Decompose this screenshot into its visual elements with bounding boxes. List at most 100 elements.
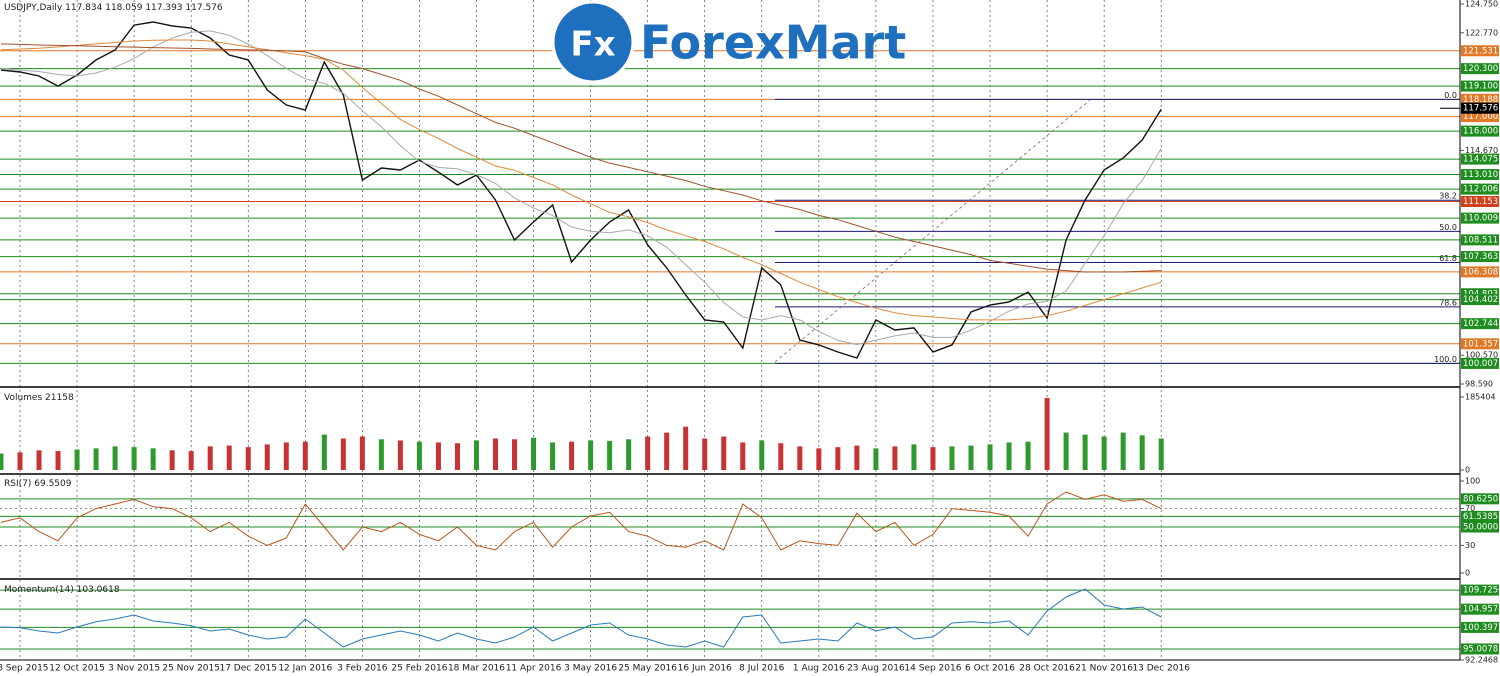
level-box — [1461, 510, 1499, 522]
logo: Fx ForexMart — [551, 0, 906, 84]
level-box — [1461, 294, 1499, 306]
volume-bar — [930, 447, 936, 470]
y-tick-label: 100 — [1465, 477, 1480, 486]
level-box — [1461, 357, 1499, 369]
level-label: 104.402 — [1463, 295, 1498, 305]
level-box — [1461, 169, 1499, 181]
volume-bar — [1063, 432, 1069, 470]
volume-bar — [512, 439, 518, 470]
volume-bar — [854, 445, 860, 470]
y-tick-label: 122.770 — [1465, 28, 1498, 37]
volume-bar — [550, 442, 556, 470]
level-label: 120.300 — [1463, 64, 1498, 74]
level-box — [1461, 584, 1499, 596]
x-tick-label: 6 Oct 2016 — [965, 664, 1015, 674]
volume-bar — [93, 448, 99, 470]
volume-bar — [892, 446, 898, 470]
level-label: 107.363 — [1463, 252, 1498, 262]
level-label: 114.075 — [1463, 155, 1498, 165]
series-line — [0, 21, 1162, 359]
volume-bar — [645, 436, 651, 470]
level-label: 109.7250 — [1463, 586, 1500, 596]
label: RSI(7) — [4, 479, 31, 489]
x-tick-label: 28 Oct 2016 — [1019, 664, 1075, 674]
y-tick-label: 100.570 — [1465, 351, 1498, 360]
logo-mark: Fx — [570, 25, 615, 65]
volume-bar — [835, 447, 841, 470]
grid — [0, 0, 1460, 660]
level-label: 100.3972 — [1463, 623, 1500, 633]
price-header: USDJPY,Daily 117.834 118.059 117.393 117… — [4, 3, 223, 13]
volume-bar — [397, 440, 403, 470]
volume-bar — [36, 450, 42, 470]
volume-bar — [1044, 397, 1050, 470]
level-label: 106.308 — [1463, 267, 1498, 277]
volume-bar — [112, 446, 118, 470]
volume-bar — [1025, 441, 1031, 470]
volume-bar — [968, 445, 974, 470]
volume-bar — [302, 441, 308, 470]
level-label: 113.010 — [1463, 170, 1498, 180]
x-tick-label: 25 Feb 2016 — [391, 664, 447, 674]
volume-bar — [987, 444, 993, 470]
volume-bar — [454, 443, 460, 470]
level-box — [1461, 183, 1499, 195]
x-tick-label: 13 Dec 2016 — [1132, 664, 1190, 674]
level-label: 50.0000 — [1463, 523, 1498, 533]
fib-label: 78.6 — [1439, 298, 1457, 307]
y-tick-label: 0 — [1465, 569, 1470, 578]
open: 117.834 — [65, 3, 102, 13]
volume-bar — [588, 440, 594, 470]
y-tick-label: 70 — [1465, 504, 1475, 513]
volume-bar — [873, 448, 879, 470]
x-tick-label: 3 Feb 2016 — [337, 664, 388, 674]
fib-label: 50.0 — [1439, 223, 1457, 232]
x-tick-label: 14 Sep 2016 — [904, 664, 961, 674]
level-box — [1461, 603, 1499, 615]
volume-bar — [131, 447, 137, 470]
volume-bar — [626, 439, 632, 470]
level-label: 102.744 — [1463, 319, 1498, 329]
high: 118.059 — [105, 3, 142, 13]
level-box — [1461, 234, 1499, 246]
volume-bar — [283, 442, 289, 470]
label: Momentum(14) — [4, 585, 74, 595]
level-box — [1461, 125, 1499, 137]
value: 21158 — [45, 393, 74, 403]
y-tick-label: 114.670 — [1465, 146, 1498, 155]
volume-bar — [416, 441, 422, 470]
symbol: USDJPY,Daily — [4, 3, 63, 13]
level-box — [1461, 318, 1499, 330]
x-tick-label: 16 Jun 2016 — [678, 664, 732, 674]
volume-bar — [0, 453, 4, 470]
level-label: 117.000 — [1463, 112, 1498, 122]
momentum-header: Momentum(14) 103.0618 — [4, 585, 120, 595]
rsi-header: RSI(7) 69.5509 — [4, 479, 72, 489]
low: 117.393 — [145, 3, 182, 13]
level-label: 119.100 — [1463, 82, 1498, 92]
level-box — [1461, 338, 1499, 350]
series-line — [0, 491, 1162, 551]
level-box — [1461, 266, 1499, 278]
volume-bar — [1139, 435, 1145, 470]
x-tick-label: 25 Nov 2015 — [162, 664, 220, 674]
level-label: 104.9574 — [1463, 605, 1500, 615]
volume-bar — [797, 446, 803, 470]
level-label: 112.006 — [1463, 185, 1498, 195]
level-box — [1461, 93, 1499, 105]
level-label: 80.6250 — [1463, 494, 1498, 504]
level-label: 116.000 — [1463, 127, 1498, 137]
volume-bar — [664, 432, 670, 470]
x-tick-label: 23 Aug 2016 — [847, 664, 905, 674]
volume-bar — [949, 446, 955, 470]
level-box — [1461, 521, 1499, 533]
y-tick-label: 185404 — [1465, 393, 1496, 402]
volume-bar — [264, 444, 270, 470]
y-tick-label: 92.2468 — [1465, 656, 1498, 665]
value: 69.5509 — [34, 479, 71, 489]
label: Volumes — [4, 393, 42, 403]
volume-bar — [531, 437, 537, 470]
